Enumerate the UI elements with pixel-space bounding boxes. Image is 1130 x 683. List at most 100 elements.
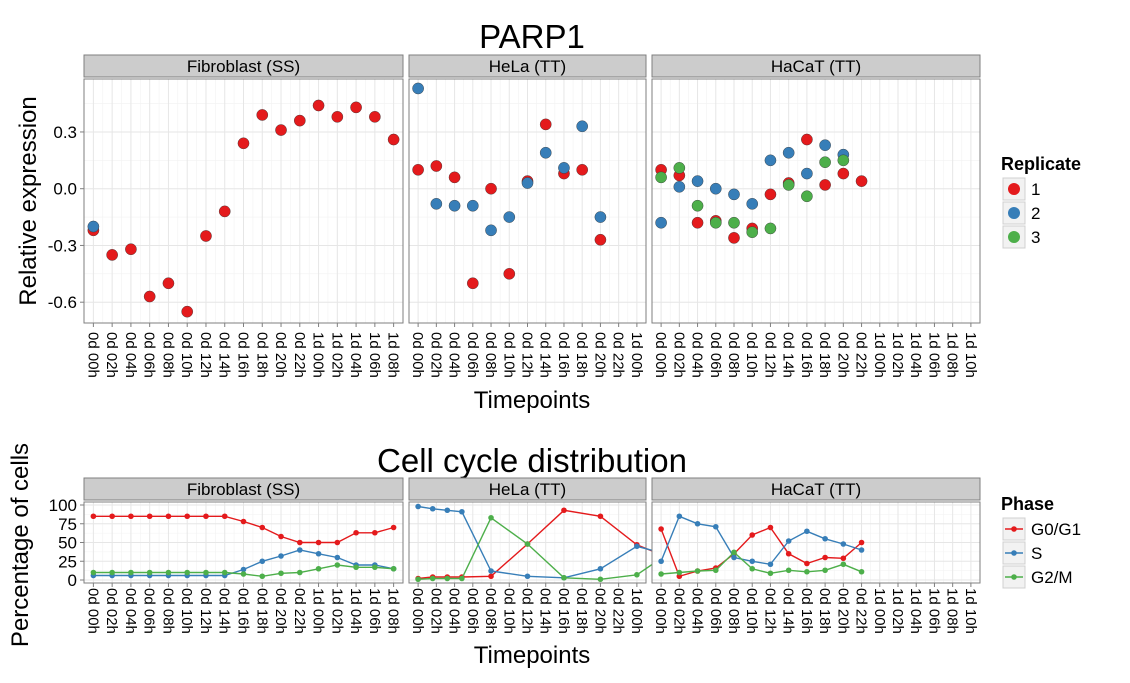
x-tick-label: 0d 06h xyxy=(464,332,481,378)
x-tick-label: 0d 14h xyxy=(780,588,797,634)
data-point xyxy=(840,561,847,568)
data-point xyxy=(712,567,719,574)
legend-label: 1 xyxy=(1031,180,1040,199)
data-point xyxy=(594,211,607,223)
data-point xyxy=(728,216,740,229)
x-tick-label: 0d 12h xyxy=(197,588,214,634)
data-point xyxy=(296,547,303,553)
data-point xyxy=(746,226,759,239)
x-axis-label: Timepoints xyxy=(474,642,590,669)
x-tick-label: 0d 04h xyxy=(446,588,463,634)
x-axis-label: Timepoints xyxy=(474,387,590,414)
series-g2m xyxy=(90,562,397,580)
data-point xyxy=(503,211,516,223)
x-tick-label: 0d 14h xyxy=(216,588,233,634)
data-point xyxy=(503,268,516,280)
legend-label: S xyxy=(1031,544,1042,563)
facet-strip-label: HeLa (TT) xyxy=(489,57,566,76)
panel-border xyxy=(651,501,981,584)
y-tick-label: 0.3 xyxy=(53,123,77,142)
x-tick-label: 1d 00h xyxy=(628,332,645,378)
x-tick-label: 0d 02h xyxy=(427,588,444,634)
data-point xyxy=(429,505,436,512)
facet-strip xyxy=(408,477,647,501)
series-line xyxy=(660,515,862,566)
data-point xyxy=(203,569,209,576)
data-point xyxy=(369,111,381,123)
data-point xyxy=(785,538,792,544)
data-point xyxy=(390,524,397,531)
data-point xyxy=(90,513,97,520)
data-point xyxy=(240,571,247,577)
facet-strip-label: Fibroblast (SS) xyxy=(187,480,300,499)
data-point xyxy=(576,163,588,176)
data-point xyxy=(146,513,153,520)
data-point xyxy=(594,233,607,246)
series-2 xyxy=(412,82,607,237)
data-point xyxy=(819,179,831,191)
data-point xyxy=(372,564,378,571)
y-tick-label: 0 xyxy=(68,571,77,590)
data-point xyxy=(128,513,134,520)
x-tick-label: 0d 10h xyxy=(178,588,195,634)
series-2 xyxy=(655,139,850,229)
data-point xyxy=(764,188,777,201)
data-point xyxy=(767,561,774,568)
data-point xyxy=(444,575,451,582)
x-tick-label: 0d 10h xyxy=(743,332,760,378)
x-tick-label: 0d 20h xyxy=(591,588,608,634)
x-tick-label: 0d 20h xyxy=(272,588,289,634)
data-point xyxy=(539,146,552,159)
data-point xyxy=(125,243,137,256)
data-point xyxy=(819,156,831,169)
data-point xyxy=(259,524,266,531)
data-point xyxy=(128,569,134,576)
x-tick-label: 0d 18h xyxy=(253,588,270,634)
panel-2: HaCaT (TT) 0d 00h 0d 02h 0d 04h 0d 06h 0d 08h… xyxy=(651,54,981,378)
data-point xyxy=(412,163,424,176)
facet-strip-label: HaCaT (TT) xyxy=(771,480,861,499)
data-point xyxy=(412,82,424,95)
series-g2m xyxy=(415,514,713,583)
data-point xyxy=(749,558,756,565)
data-point xyxy=(467,199,479,212)
data-point xyxy=(804,568,810,575)
panel-1: HeLa (TT)0d 00h 0d 02h 0d 04h 0d 06h 0d 08h 0… xyxy=(408,477,713,634)
x-tick-label: 1d 00h xyxy=(871,332,888,378)
data-point xyxy=(597,513,604,520)
x-tick-label: 0d 14h xyxy=(780,332,797,378)
series-1 xyxy=(412,118,607,290)
data-point xyxy=(676,513,683,520)
data-point xyxy=(90,569,97,576)
legend-label: G2/M xyxy=(1031,568,1073,587)
x-tick-label: 0d 22h xyxy=(853,332,870,378)
data-point xyxy=(353,564,359,571)
x-tick-label: 0d 18h xyxy=(573,332,590,378)
data-point xyxy=(658,526,664,532)
x-tick-label: 1d 10h xyxy=(962,332,979,378)
data-point xyxy=(634,543,640,550)
data-point xyxy=(165,513,172,520)
y-tick-label: 75 xyxy=(58,515,77,534)
x-tick-label: 0d 10h xyxy=(743,588,760,634)
data-point xyxy=(694,568,701,574)
data-point xyxy=(709,216,722,229)
panel-0: Fibroblast (SS)0d 00h 0d 02h 0d 04h 0d 06h 0… xyxy=(83,54,404,378)
x-tick-label: 0d 02h xyxy=(427,332,444,378)
facet-strip xyxy=(408,54,647,78)
x-tick-label: 0d 20h xyxy=(834,332,851,378)
data-point xyxy=(430,198,443,210)
data-point xyxy=(691,175,704,187)
x-tick-label: 1d 00h xyxy=(871,588,888,634)
cell-cycle-chart: Cell cycle distribution Fibroblast (SS) 0d… xyxy=(7,442,1081,669)
x-tick-label: 0d 22h xyxy=(610,588,627,634)
legend-label: G0/G1 xyxy=(1031,520,1081,539)
x-tick-label: 0d 04h xyxy=(446,332,463,378)
data-point xyxy=(676,569,683,576)
x-tick-label: 0d 08h xyxy=(159,332,176,378)
x-tick-label: 1d 00h xyxy=(310,332,327,378)
facet-strip-label: Fibroblast (SS) xyxy=(187,57,300,76)
data-point xyxy=(203,513,209,520)
